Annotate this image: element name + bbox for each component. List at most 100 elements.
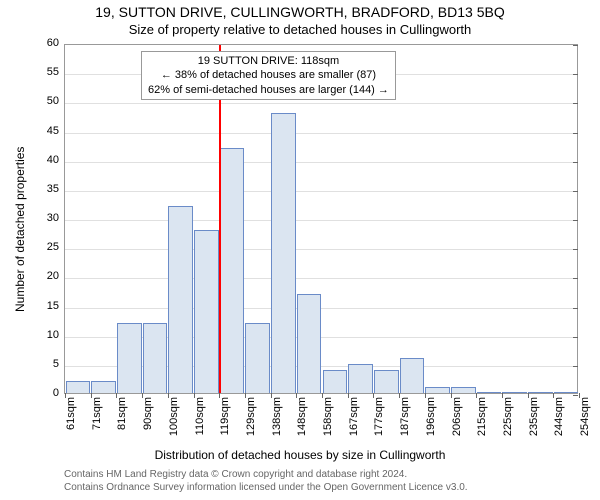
histogram-bar <box>451 387 476 393</box>
main-title: 19, SUTTON DRIVE, CULLINGWORTH, BRADFORD… <box>0 4 600 20</box>
grid-line <box>65 249 577 250</box>
y-tick-mark <box>573 191 578 192</box>
x-tick-mark <box>194 393 195 398</box>
y-tick-label: 10 <box>47 329 65 341</box>
x-tick-mark <box>142 393 143 398</box>
histogram-bar <box>245 323 270 393</box>
annotation-box: 19 SUTTON DRIVE: 118sqm← 38% of detached… <box>141 51 396 100</box>
histogram-bar <box>374 370 399 393</box>
x-tick-label: 119sqm <box>219 393 231 435</box>
histogram-bar <box>502 392 527 393</box>
x-tick-mark <box>296 393 297 398</box>
x-tick-mark <box>476 393 477 398</box>
x-tick-label: 187sqm <box>399 393 411 436</box>
histogram-bar <box>348 364 373 393</box>
y-tick-label: 35 <box>47 183 65 195</box>
x-tick-mark <box>91 393 92 398</box>
x-tick-mark <box>245 393 246 398</box>
x-tick-mark <box>528 393 529 398</box>
x-tick-label: 138sqm <box>271 393 283 436</box>
x-tick-mark <box>271 393 272 398</box>
grid-line <box>65 191 577 192</box>
y-tick-mark <box>573 45 578 46</box>
x-tick-label: 129sqm <box>245 393 257 436</box>
grid-line <box>65 103 577 104</box>
x-tick-mark <box>65 393 66 398</box>
histogram-bar <box>168 206 193 393</box>
histogram-bar <box>477 392 502 393</box>
y-tick-mark <box>573 395 578 396</box>
histogram-bar <box>425 387 450 393</box>
histogram-bar <box>400 358 425 393</box>
plot-area: 05101520253035404550556061sqm71sqm81sqm9… <box>64 44 578 394</box>
sub-title: Size of property relative to detached ho… <box>0 22 600 37</box>
x-tick-label: 196sqm <box>425 393 437 436</box>
x-tick-label: 206sqm <box>451 393 463 436</box>
grid-line <box>65 278 577 279</box>
footer-line-2: Contains Ordnance Survey information lic… <box>64 482 468 493</box>
x-tick-label: 61sqm <box>65 393 77 430</box>
x-tick-label: 148sqm <box>296 393 308 436</box>
x-tick-label: 254sqm <box>579 393 591 436</box>
y-tick-label: 20 <box>47 270 65 282</box>
x-tick-label: 71sqm <box>91 393 103 430</box>
histogram-bar <box>323 370 348 393</box>
y-tick-mark <box>573 308 578 309</box>
histogram-bar <box>117 323 142 393</box>
y-tick-mark <box>573 220 578 221</box>
x-axis-label: Distribution of detached houses by size … <box>0 448 600 462</box>
y-tick-label: 55 <box>47 66 65 78</box>
y-tick-label: 50 <box>47 95 65 107</box>
grid-line <box>65 133 577 134</box>
x-tick-mark <box>348 393 349 398</box>
y-tick-label: 5 <box>53 358 65 370</box>
y-tick-label: 40 <box>47 154 65 166</box>
x-tick-mark <box>451 393 452 398</box>
x-tick-label: 244sqm <box>553 393 565 436</box>
x-tick-label: 158sqm <box>322 393 334 436</box>
y-tick-label: 30 <box>47 212 65 224</box>
x-tick-label: 100sqm <box>168 393 180 436</box>
x-tick-label: 81sqm <box>116 393 128 430</box>
x-tick-label: 90sqm <box>142 393 154 430</box>
annotation-line: 62% of semi-detached houses are larger (… <box>148 83 389 97</box>
x-tick-mark <box>322 393 323 398</box>
histogram-bar <box>220 148 245 393</box>
y-tick-mark <box>573 337 578 338</box>
y-tick-label: 0 <box>53 387 65 399</box>
x-tick-mark <box>116 393 117 398</box>
histogram-bar <box>528 392 553 393</box>
x-tick-label: 177sqm <box>373 393 385 436</box>
x-tick-mark <box>579 393 580 398</box>
histogram-bar <box>194 230 219 393</box>
annotation-line: ← 38% of detached houses are smaller (87… <box>148 68 389 82</box>
x-tick-mark <box>502 393 503 398</box>
y-tick-mark <box>573 366 578 367</box>
x-tick-mark <box>373 393 374 398</box>
footer-line-1: Contains HM Land Registry data © Crown c… <box>64 469 407 480</box>
x-tick-label: 110sqm <box>194 393 206 435</box>
y-tick-label: 60 <box>47 37 65 49</box>
grid-line <box>65 220 577 221</box>
x-tick-mark <box>553 393 554 398</box>
x-tick-mark <box>168 393 169 398</box>
histogram-bar <box>271 113 296 393</box>
histogram-bar <box>91 381 116 393</box>
x-tick-label: 215sqm <box>476 393 488 436</box>
histogram-bar <box>143 323 168 393</box>
grid-line <box>65 162 577 163</box>
histogram-bar <box>66 381 91 393</box>
y-tick-mark <box>573 74 578 75</box>
y-tick-label: 25 <box>47 241 65 253</box>
histogram-bar <box>554 392 579 393</box>
y-tick-mark <box>573 249 578 250</box>
x-tick-label: 225sqm <box>502 393 514 436</box>
x-tick-mark <box>425 393 426 398</box>
x-tick-label: 167sqm <box>348 393 360 436</box>
annotation-line: 19 SUTTON DRIVE: 118sqm <box>148 54 389 68</box>
y-tick-mark <box>573 278 578 279</box>
y-tick-mark <box>573 133 578 134</box>
y-tick-label: 45 <box>47 125 65 137</box>
x-tick-label: 235sqm <box>528 393 540 436</box>
y-tick-label: 15 <box>47 300 65 312</box>
